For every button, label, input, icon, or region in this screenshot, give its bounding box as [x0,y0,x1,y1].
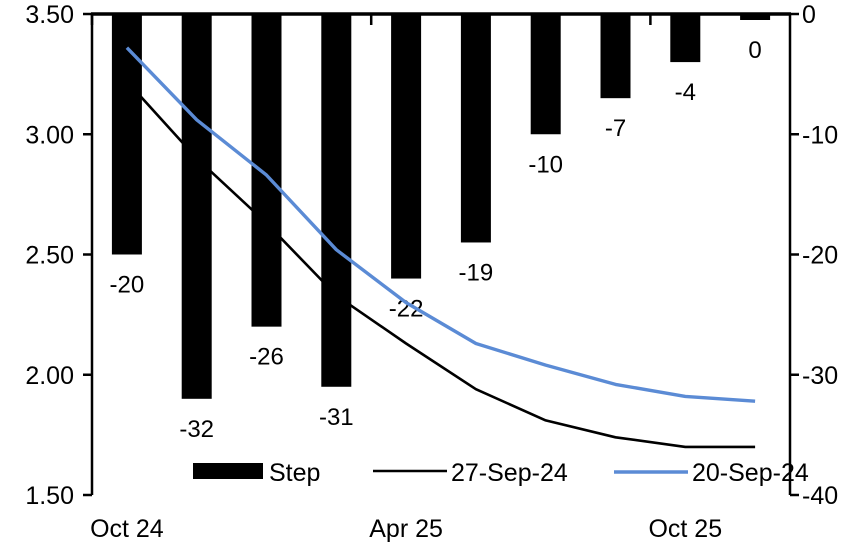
legend-swatch-step [193,463,263,479]
right-axis-label-1: -10 [802,121,838,149]
x-axis-label-1: Apr 25 [369,515,443,543]
bar-step-6 [530,14,561,135]
legend-label-20-sep-24: 20-Sep-24 [692,459,809,487]
x-axis-label-2: Oct 25 [648,515,722,543]
bar-step-3 [321,14,352,387]
bar-step-9 [740,14,771,20]
left-axis-label-3: 2.00 [25,362,74,390]
left-axis-label-2: 2.50 [25,242,74,270]
bar-label-7: -7 [605,115,626,142]
bar-label-8: -4 [675,79,696,106]
bar-label-3: -31 [319,404,354,431]
right-axis-label-4: -40 [802,482,838,510]
line-20-sep-24 [125,46,756,403]
bar-label-5: -19 [459,259,494,286]
bar-step-8 [670,14,701,63]
left-axis-label-1: 3.00 [25,121,74,149]
legend-label-27-sep-24: 27-Sep-24 [451,459,568,487]
x-axis-label-0: Oct 24 [90,515,164,543]
bar-label-1: -32 [179,416,214,443]
bar-label-2: -26 [249,344,284,371]
bar-step-4 [391,14,422,279]
left-axis-label-0: 3.50 [25,1,74,29]
right-axis-label-2: -20 [802,242,838,270]
right-axis-label-0: 0 [802,1,816,29]
legend-label-step: Step [269,459,320,487]
bar-label-6: -10 [528,151,563,178]
bar-step-2 [251,14,282,327]
left-axis-label-4: 1.50 [25,482,74,510]
bar-step-5 [460,14,491,243]
bar-step-0 [111,14,142,255]
line-27-sep-24 [125,80,756,449]
bar-label-0: -20 [110,272,145,299]
bar-label-9: 0 [748,37,761,64]
bar-step-1 [181,14,212,399]
bar-step-7 [600,14,631,99]
right-axis-label-3: -30 [802,362,838,390]
